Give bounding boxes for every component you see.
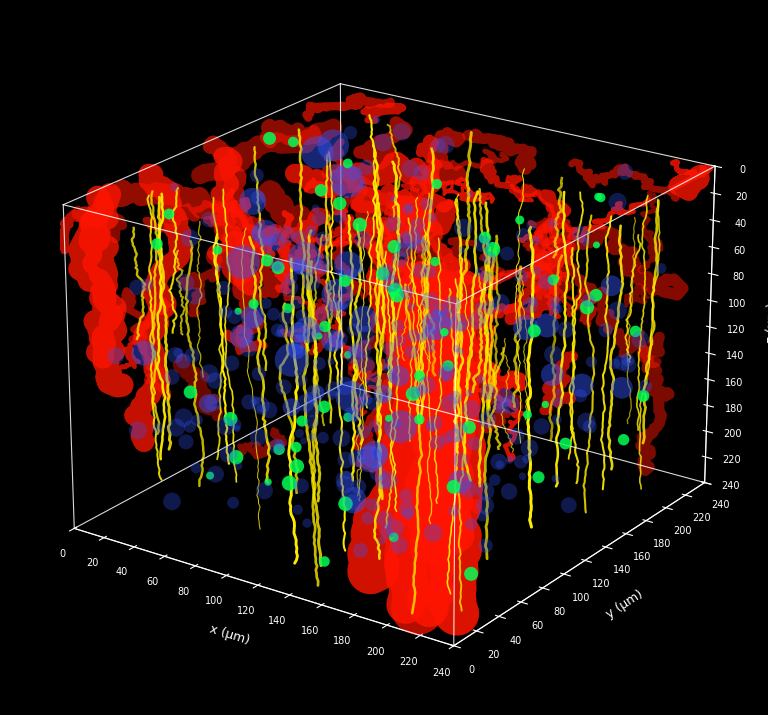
X-axis label: x (µm): x (µm) (208, 622, 251, 647)
Y-axis label: y (µm): y (µm) (604, 587, 645, 621)
